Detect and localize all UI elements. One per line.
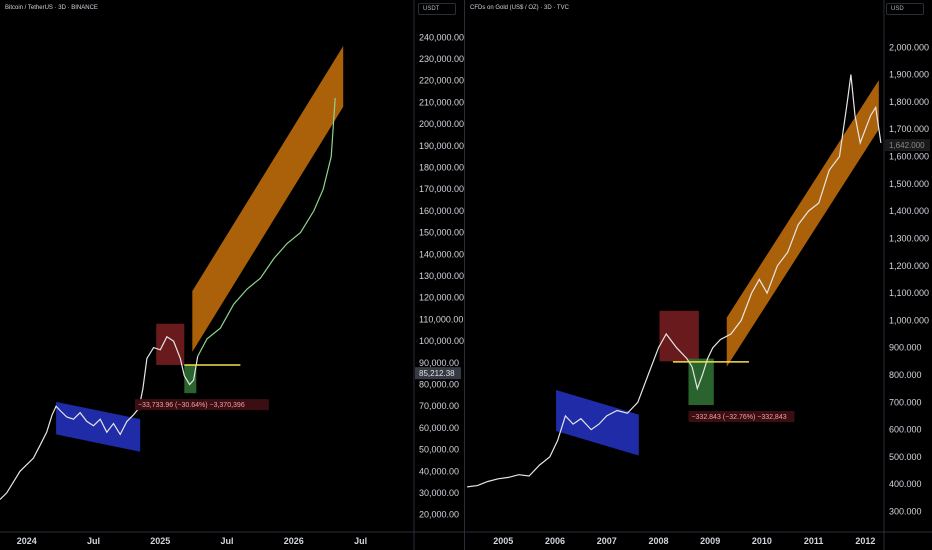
- btc-ytick-label: 230,000.00: [419, 54, 464, 64]
- gold-ytick-label: 1,600.000: [889, 152, 929, 162]
- gold-peak-range-zone[interactable]: [659, 310, 699, 362]
- bitcoin-chart-title: Bitcoin / TetherUS · 3D · BINANCE: [5, 5, 98, 11]
- gold-measurement-box: [688, 411, 795, 423]
- btc-uptrend-channel[interactable]: [192, 46, 344, 352]
- btc-ytick-label: 50,000.00: [419, 445, 459, 455]
- gold-ytick-label: 800.000: [889, 370, 922, 380]
- gold-xtick-label: 2010: [752, 536, 772, 546]
- gold-accumulation-zone[interactable]: [556, 390, 639, 456]
- gold-chart-canvas[interactable]: −332.843 (−32.76%) −332,843 300.000 400.00…: [465, 0, 932, 550]
- btc-ytick-label: 180,000.00: [419, 163, 464, 173]
- gold-chart-title: CFDs on Gold (US$ / OZ) · 3D · TVC: [470, 5, 569, 11]
- btc-projection-price-line[interactable]: [197, 98, 336, 357]
- bitcoin-currency-unit-button[interactable]: USDT: [418, 3, 456, 15]
- gold-xtick-label: 2012: [855, 536, 875, 546]
- gold-current-price-label: 1,642.000: [889, 141, 925, 150]
- btc-ytick-label: 170,000.00: [419, 184, 464, 194]
- gold-ytick-label: 1,400.000: [889, 206, 929, 216]
- gold-ytick-label: 1,700.000: [889, 124, 929, 134]
- btc-ytick-label: 20,000.00: [419, 510, 459, 520]
- btc-ytick-label: 190,000.00: [419, 141, 464, 151]
- btc-xtick-label: 2026: [284, 536, 304, 546]
- gold-uptrend-channel[interactable]: [726, 80, 879, 367]
- gold-ytick-label: 1,000.000: [889, 315, 929, 325]
- btc-ytick-label: 150,000.00: [419, 228, 464, 238]
- btc-drawdown-measurement: −33,733.96 (−30.64%) −3,370,396: [134, 399, 269, 411]
- btc-ytick-label: 130,000.00: [419, 271, 464, 281]
- btc-xtick-label: Jul: [87, 536, 100, 546]
- btc-ytick-label: 110,000.00: [419, 314, 463, 324]
- btc-ytick-label: 120,000.00: [419, 293, 464, 303]
- btc-xtick-label: Jul: [221, 536, 234, 546]
- btc-ytick-label: 140,000.00: [419, 249, 464, 259]
- btc-measurement-box: [134, 399, 269, 411]
- btc-history-price-line[interactable]: [0, 335, 199, 500]
- gold-xtick-label: 2008: [648, 536, 668, 546]
- btc-xtick-label: 2024: [17, 536, 37, 546]
- gold-ytick-label: 1,900.000: [889, 70, 929, 80]
- btc-current-price-label: 85,212.38: [419, 369, 455, 378]
- btc-current-price-tag: [415, 367, 461, 380]
- btc-ytick-label: 220,000.00: [419, 76, 464, 86]
- bitcoin-chart-canvas[interactable]: −33,733.96 (−30.64%) −3,370,396 20,000.00…: [0, 0, 464, 550]
- gold-ytick-label: 900.000: [889, 343, 922, 353]
- btc-ytick-label: 40,000.00: [419, 466, 459, 476]
- btc-ytick-label: 70,000.00: [419, 401, 459, 411]
- gold-ytick-label: 1,200.000: [889, 261, 929, 271]
- gold-xtick-label: 2005: [493, 536, 513, 546]
- gold-ytick-label: 2,000.000: [889, 42, 929, 52]
- gold-currency-unit-button[interactable]: USD: [886, 3, 924, 15]
- btc-ytick-label: 100,000.00: [419, 336, 464, 346]
- gold-chart-panel[interactable]: −332.843 (−32.76%) −332,843 300.000 400.00…: [464, 0, 932, 550]
- btc-drawdown-zone[interactable]: [184, 364, 197, 394]
- gold-ytick-label: 1,500.000: [889, 179, 929, 189]
- btc-ytick-label: 160,000.00: [419, 206, 464, 216]
- btc-ytick-label: 30,000.00: [419, 488, 459, 498]
- gold-xtick-label: 2006: [545, 536, 565, 546]
- btc-xtick-label: Jul: [354, 536, 367, 546]
- gold-xtick-label: 2011: [804, 536, 824, 546]
- btc-xtick-label: 2025: [150, 536, 170, 546]
- gold-drawdown-measurement: −332.843 (−32.76%) −332,843: [688, 411, 795, 423]
- btc-ytick-label: 60,000.00: [419, 423, 459, 433]
- gold-ytick-label: 1,300.000: [889, 233, 929, 243]
- gold-current-price-tag: [885, 139, 930, 152]
- gold-xtick-label: 2009: [700, 536, 720, 546]
- gold-drawdown-zone[interactable]: [688, 358, 714, 406]
- btc-ytick-label: 200,000.00: [419, 119, 464, 129]
- gold-xtick-label: 2007: [597, 536, 617, 546]
- gold-ytick-label: 600.000: [889, 425, 922, 435]
- btc-ytick-label: 90,000.00: [419, 358, 459, 368]
- btc-accumulation-zone[interactable]: [56, 401, 141, 452]
- btc-ytick-label: 80,000.00: [419, 379, 459, 389]
- gold-ytick-label: 400.000: [889, 479, 922, 489]
- gold-ytick-label: 1,100.000: [889, 288, 929, 298]
- gold-history-price-line[interactable]: [467, 74, 882, 488]
- gold-ytick-label: 300.000: [889, 507, 922, 517]
- btc-ytick-label: 210,000.00: [419, 97, 464, 107]
- btc-measurement-label: −33,733.96 (−30.64%) −3,370,396: [138, 402, 245, 409]
- gold-ytick-label: 500.000: [889, 452, 922, 462]
- gold-measurement-label: −332.843 (−32.76%) −332,843: [691, 414, 786, 421]
- gold-ytick-label: 700.000: [889, 397, 922, 407]
- btc-ytick-label: 240,000.00: [419, 32, 464, 42]
- gold-ytick-label: 1,800.000: [889, 97, 929, 107]
- bitcoin-chart-panel[interactable]: −33,733.96 (−30.64%) −3,370,396 20,000.00…: [0, 0, 464, 550]
